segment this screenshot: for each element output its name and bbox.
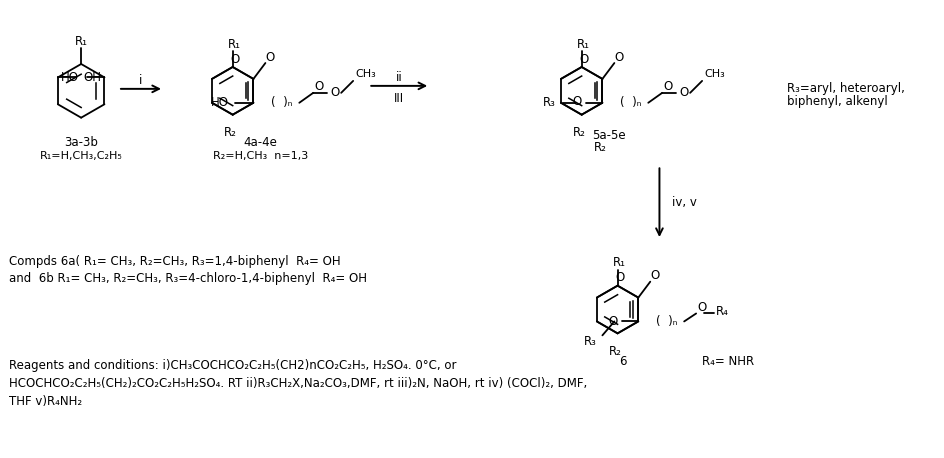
Text: O: O xyxy=(229,53,239,65)
Text: HCOCHCO₂C₂H₅(CH₂)₂CO₂C₂H₅H₂SO₄. RT ii)R₃CH₂X,Na₂CO₃,DMF, rt iii)₂N, NaOH, rt iv): HCOCHCO₂C₂H₅(CH₂)₂CO₂C₂H₅H₂SO₄. RT ii)R₃… xyxy=(9,377,587,390)
Text: Compds 6a( R₁= CH₃, R₂=CH₃, R₃=1,4-biphenyl  R₄= OH: Compds 6a( R₁= CH₃, R₂=CH₃, R₃=1,4-biphe… xyxy=(9,255,341,268)
Text: O: O xyxy=(697,301,706,314)
Text: O: O xyxy=(608,315,616,328)
Text: HO: HO xyxy=(60,71,78,84)
Text: R₂: R₂ xyxy=(224,126,237,139)
Text: CH₃: CH₃ xyxy=(703,69,724,79)
Text: O: O xyxy=(679,86,688,99)
Text: R₂=H,CH₃  n=1,3: R₂=H,CH₃ n=1,3 xyxy=(212,152,308,161)
Text: III: III xyxy=(394,93,404,105)
Text: R₃=aryl, heteroaryl,: R₃=aryl, heteroaryl, xyxy=(786,82,904,95)
Text: R₄= NHR: R₄= NHR xyxy=(701,354,753,368)
Text: O: O xyxy=(615,50,623,64)
Text: O: O xyxy=(314,80,324,93)
Text: O: O xyxy=(615,271,624,284)
Text: R₂: R₂ xyxy=(593,141,606,154)
Text: R₂: R₂ xyxy=(573,126,585,139)
Text: O: O xyxy=(330,86,340,99)
Text: HO: HO xyxy=(211,96,228,109)
Text: OH: OH xyxy=(84,71,102,84)
Text: and  6b R₁= CH₃, R₂=CH₃, R₃=4-chloro-1,4-biphenyl  R₄= OH: and 6b R₁= CH₃, R₂=CH₃, R₃=4-chloro-1,4-… xyxy=(9,272,367,285)
Text: THF v)R₄NH₂: THF v)R₄NH₂ xyxy=(9,395,82,408)
Text: R₁=H,CH₃,C₂H₅: R₁=H,CH₃,C₂H₅ xyxy=(40,152,123,161)
Text: i: i xyxy=(139,74,143,87)
Text: O: O xyxy=(579,53,588,65)
Text: (  )ₙ: ( )ₙ xyxy=(270,96,292,109)
Text: O: O xyxy=(572,95,581,108)
Text: 5a-5e: 5a-5e xyxy=(591,129,625,142)
Text: (  )ₙ: ( )ₙ xyxy=(655,315,676,328)
Text: O: O xyxy=(649,269,659,282)
Text: R₁: R₁ xyxy=(613,256,626,269)
Text: 4a-4e: 4a-4e xyxy=(244,136,278,149)
Text: R₃: R₃ xyxy=(583,335,596,348)
Text: iv, v: iv, v xyxy=(672,196,697,209)
Text: (  )ₙ: ( )ₙ xyxy=(619,96,640,109)
Text: R₂: R₂ xyxy=(609,345,621,358)
Text: biphenyl, alkenyl: biphenyl, alkenyl xyxy=(786,95,886,108)
Text: R₃: R₃ xyxy=(542,96,555,109)
Text: R₁: R₁ xyxy=(228,38,241,51)
Text: R₁: R₁ xyxy=(75,35,88,48)
Text: CH₃: CH₃ xyxy=(355,69,376,79)
Text: ii: ii xyxy=(396,71,402,84)
Text: Reagents and conditions: i)CH₃COCHCO₂C₂H₅(CH2)nCO₂C₂H₅, H₂SO₄. 0°C, or: Reagents and conditions: i)CH₃COCHCO₂C₂H… xyxy=(9,359,456,372)
Text: O: O xyxy=(663,80,672,93)
Text: O: O xyxy=(265,50,275,64)
Text: R₄: R₄ xyxy=(715,305,728,318)
Text: 3a-3b: 3a-3b xyxy=(64,136,98,149)
Text: R₁: R₁ xyxy=(577,38,590,51)
Text: 6: 6 xyxy=(618,354,626,368)
